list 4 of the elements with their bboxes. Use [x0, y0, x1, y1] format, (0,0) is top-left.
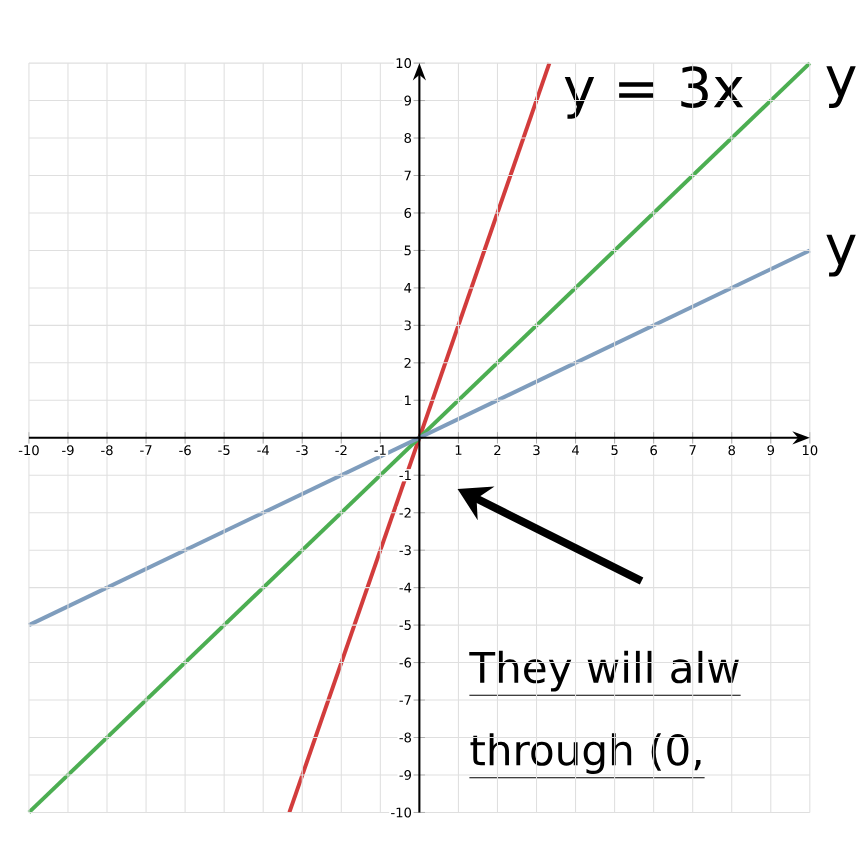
annotation: through (0,	[470, 733, 701, 774]
text: y	[826, 66, 856, 108]
annotation: y = 3x	[564, 66, 744, 119]
text: y	[826, 234, 856, 277]
